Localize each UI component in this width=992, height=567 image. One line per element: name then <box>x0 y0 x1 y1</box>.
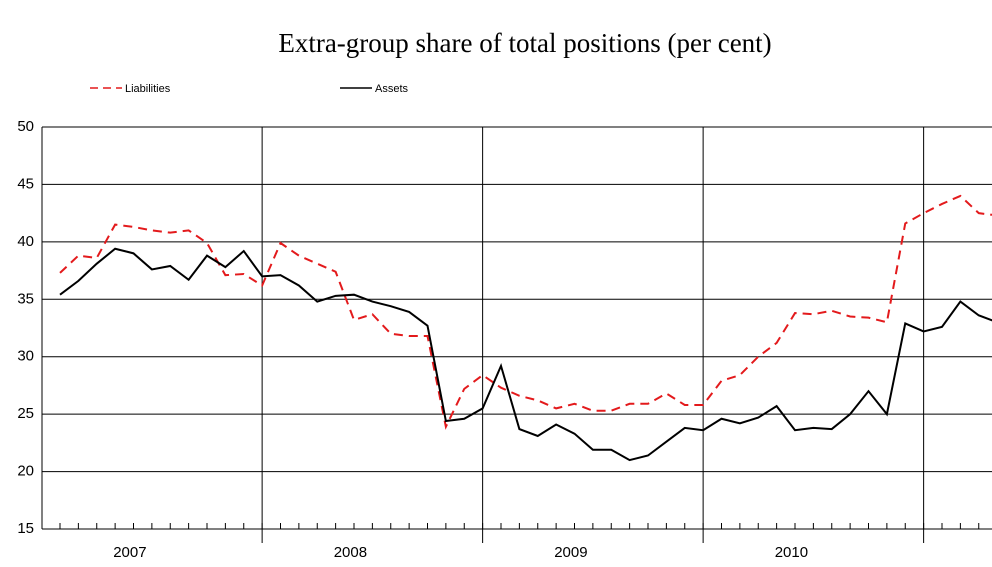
x-tick-label: 2009 <box>554 544 587 561</box>
y-tick-label: 40 <box>17 233 34 250</box>
x-tick-label: 2007 <box>113 544 146 561</box>
chart-title: Extra-group share of total positions (pe… <box>278 28 771 58</box>
y-tick-label: 45 <box>17 175 34 192</box>
line-series <box>59 247 992 462</box>
legend-label: Assets <box>375 83 409 95</box>
y-tick-label: 25 <box>17 405 34 422</box>
y-tick-label: 20 <box>17 463 34 480</box>
series-group <box>59 194 992 462</box>
legend-label: Liabilities <box>125 83 171 95</box>
x-tick-label: 2010 <box>775 544 808 561</box>
y-tick-label: 50 <box>17 118 34 135</box>
y-tick-label: 15 <box>17 520 34 537</box>
y-tick-label: 35 <box>17 290 34 307</box>
y-tick-label: 30 <box>17 348 34 365</box>
x-tick-label: 2008 <box>334 544 367 561</box>
line-series <box>59 194 992 430</box>
